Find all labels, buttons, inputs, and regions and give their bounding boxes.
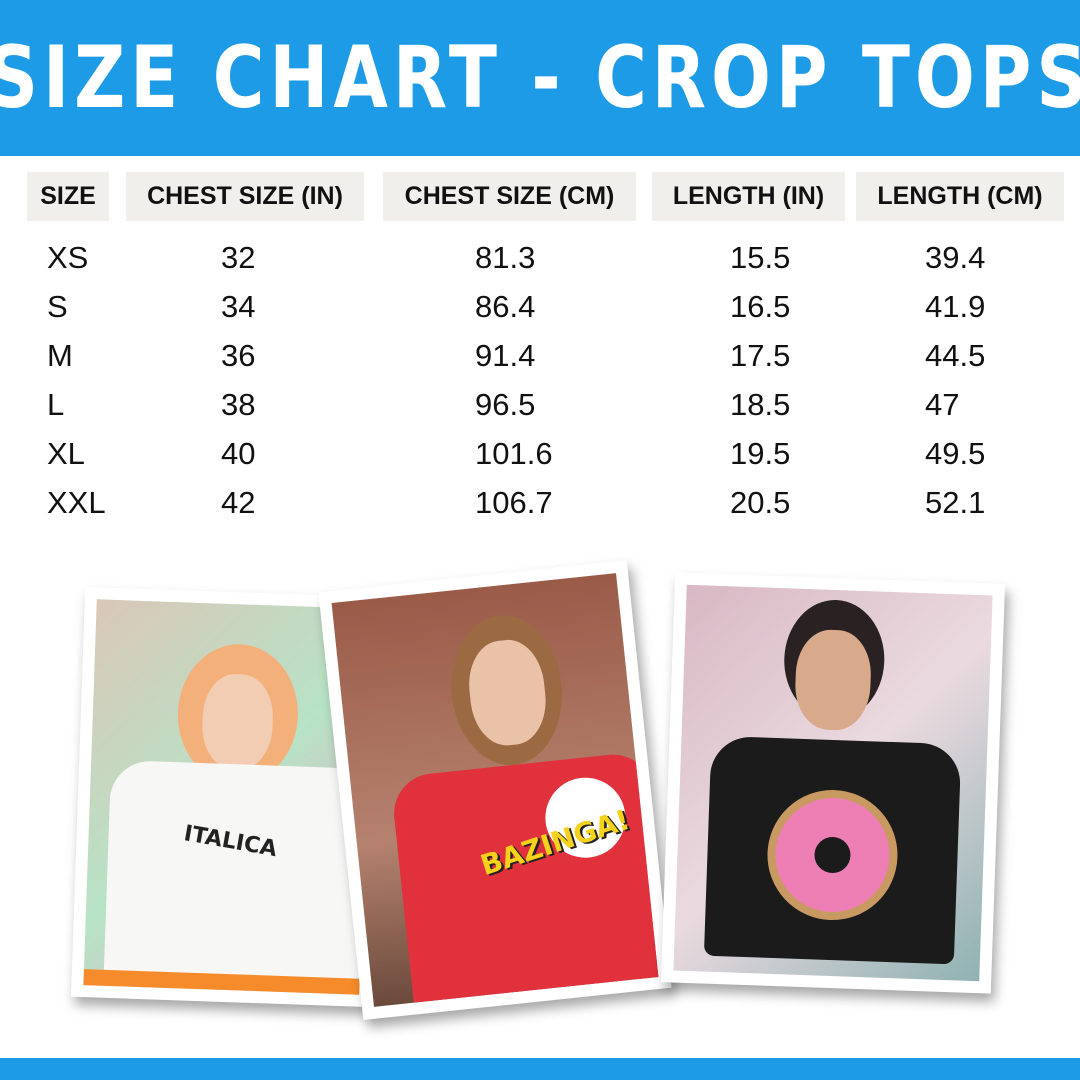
table-cell: 36 [221,338,256,373]
title-banner: SIZE CHART - CROP TOPS [0,0,1080,156]
table-cell: 18.5 [730,387,791,422]
table-cell: 101.6 [475,436,553,471]
table-cell: 81.3 [475,240,536,275]
column-header: SIZE [27,172,109,221]
table-cell: 86.4 [475,289,536,324]
table-cell: 49.5 [925,436,986,471]
table-cell: 47 [925,387,960,422]
table-cell: M [47,338,73,373]
table-cell: 38 [221,387,256,422]
table-cell: 41.9 [925,289,986,324]
column-header: LENGTH (IN) [652,172,845,221]
table-cell: L [47,387,65,422]
table-cell: 34 [221,289,256,324]
table-cell: 96.5 [475,387,536,422]
photo-black-crop-top [660,572,1006,994]
page-title: SIZE CHART - CROP TOPS [0,28,1080,128]
column-header: CHEST SIZE (CM) [383,172,636,221]
table-cell: 15.5 [730,240,791,275]
table-cell: 19.5 [730,436,791,471]
photo-red-crop-top: BAZINGA! [318,559,672,1021]
table-cell: 91.4 [475,338,536,373]
table-cell: 16.5 [730,289,791,324]
table-cell: 20.5 [730,485,791,520]
column-header: LENGTH (CM) [856,172,1064,221]
table-cell: 32 [221,240,256,275]
column-header: CHEST SIZE (IN) [126,172,364,221]
table-cell: 52.1 [925,485,986,520]
table-cell: 17.5 [730,338,791,373]
table-cell: S [47,289,68,324]
table-cell: XXL [47,485,106,520]
table-cell: 42 [221,485,256,520]
table-cell: XS [47,240,89,275]
table-cell: 39.4 [925,240,986,275]
table-cell: 40 [221,436,256,471]
table-cell: XL [47,436,85,471]
table-cell: 106.7 [475,485,553,520]
footer-bar [0,1058,1080,1080]
table-cell: 44.5 [925,338,986,373]
